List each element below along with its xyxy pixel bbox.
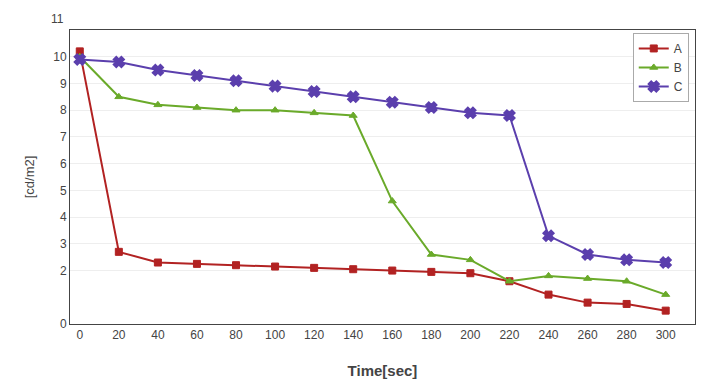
svg-text:80: 80 <box>229 328 243 342</box>
svg-text:140: 140 <box>343 328 363 342</box>
svg-text:60: 60 <box>190 328 204 342</box>
svg-text:220: 220 <box>499 328 519 342</box>
svg-text:120: 120 <box>304 328 324 342</box>
svg-text:A: A <box>674 42 682 56</box>
svg-text:100: 100 <box>265 328 285 342</box>
svg-text:280: 280 <box>617 328 637 342</box>
svg-text:3: 3 <box>60 237 67 251</box>
svg-text:10: 10 <box>53 50 67 64</box>
svg-text:5: 5 <box>60 184 67 198</box>
svg-text:0: 0 <box>60 317 67 331</box>
svg-text:2: 2 <box>60 264 67 278</box>
svg-text:C: C <box>674 80 683 94</box>
svg-text:11: 11 <box>51 12 64 26</box>
svg-text:240: 240 <box>539 328 559 342</box>
svg-text:40: 40 <box>151 328 165 342</box>
svg-text:7: 7 <box>60 130 67 144</box>
svg-text:Time[sec]: Time[sec] <box>348 362 418 379</box>
svg-text:8: 8 <box>60 103 67 117</box>
svg-text:6: 6 <box>60 157 67 171</box>
svg-text:20: 20 <box>112 328 126 342</box>
svg-text:B: B <box>674 61 682 75</box>
svg-text:260: 260 <box>578 328 598 342</box>
svg-text:[cd/m2]: [cd/m2] <box>22 156 37 199</box>
svg-text:0: 0 <box>76 328 83 342</box>
svg-text:300: 300 <box>656 328 676 342</box>
svg-text:9: 9 <box>60 77 67 91</box>
svg-text:200: 200 <box>460 328 480 342</box>
svg-text:160: 160 <box>382 328 402 342</box>
svg-text:180: 180 <box>421 328 441 342</box>
svg-text:4: 4 <box>60 210 67 224</box>
